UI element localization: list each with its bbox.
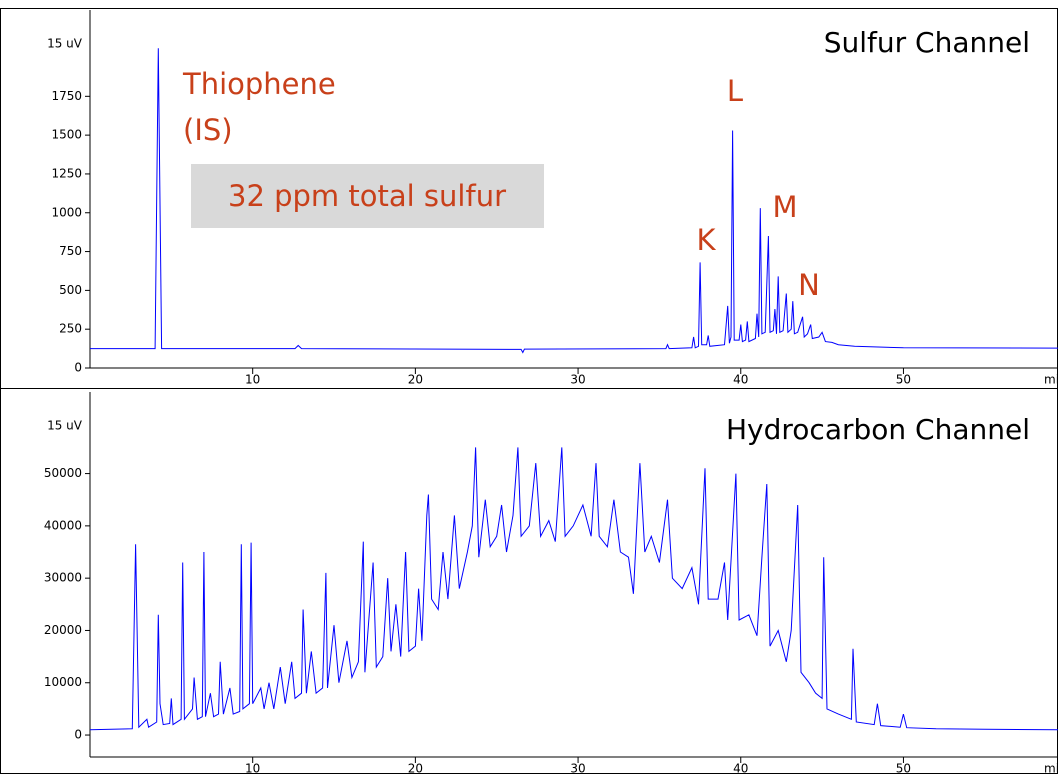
peak-label: N	[798, 268, 820, 302]
y-tick-label: 0	[74, 361, 82, 375]
y-tick-label: 1500	[51, 128, 82, 142]
x-tick-label: 40	[733, 373, 748, 387]
channel-label: Sulfur Channel	[824, 26, 1030, 59]
x-tick-label: 30	[570, 762, 585, 774]
peak-label: L	[727, 74, 743, 108]
x-axis-label: mi	[1044, 762, 1058, 774]
x-tick-label: 20	[408, 762, 423, 774]
x-tick-label: 50	[896, 762, 911, 774]
y-tick-label: 1750	[51, 89, 82, 103]
peak-label: K	[696, 223, 716, 257]
annotation: Thiophene	[182, 67, 336, 101]
annotation: 32 ppm total sulfur	[228, 179, 506, 213]
y-tick-label: 500	[59, 283, 82, 297]
trace	[89, 447, 1058, 731]
panel-frame	[0, 388, 1058, 774]
y-tick-label: 20000	[44, 623, 82, 637]
x-axis-label: mi	[1044, 373, 1058, 387]
x-tick-label: 40	[733, 762, 748, 774]
y-unit-label: 15 uV	[47, 419, 83, 433]
x-tick-label: 30	[570, 373, 585, 387]
annotation: (IS)	[183, 113, 233, 147]
trace	[90, 48, 1058, 354]
y-tick-label: 750	[59, 244, 82, 258]
x-tick-label: 10	[245, 762, 260, 774]
y-tick-label: 0	[74, 728, 82, 742]
y-unit-label: 15 uV	[47, 37, 83, 51]
peak-label: M	[772, 190, 797, 224]
x-tick-label: 10	[245, 373, 260, 387]
x-tick-label: 50	[896, 373, 911, 387]
x-tick-label: 20	[408, 373, 423, 387]
channel-label: Hydrocarbon Channel	[726, 413, 1030, 446]
y-tick-label: 250	[59, 322, 82, 336]
y-tick-label: 1000	[51, 205, 82, 219]
y-tick-label: 30000	[44, 571, 82, 585]
y-tick-label: 10000	[44, 675, 82, 689]
y-tick-label: 50000	[44, 466, 82, 480]
annotation-box	[191, 164, 544, 228]
y-tick-label: 40000	[44, 518, 82, 532]
y-tick-label: 1250	[51, 166, 82, 180]
